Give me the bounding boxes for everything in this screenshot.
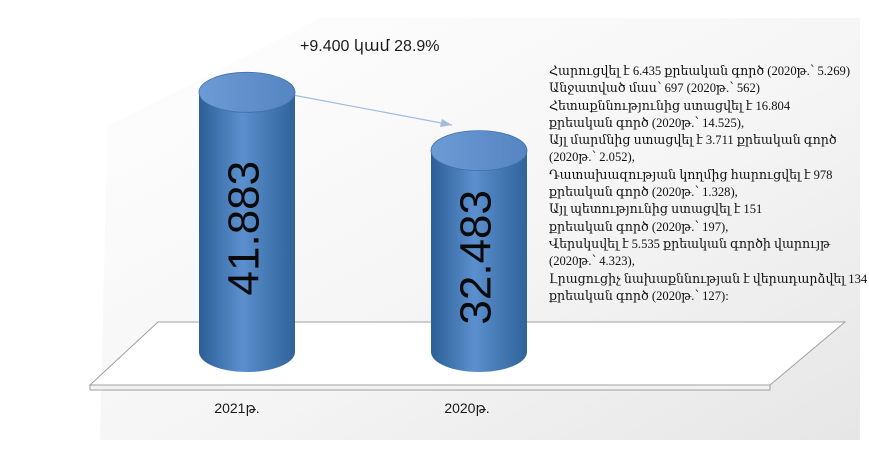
bar-group: 41.883 32.483 (198, 71, 528, 372)
category-label: 2020թ. (444, 400, 489, 416)
note-line: (2020թ.՝ 2.052), (549, 150, 635, 165)
change-annotation: +9.400 կամ 28.9% (300, 38, 440, 55)
note-line: Այլ պետությունից ստացվել է 151 (549, 202, 763, 217)
floor-edge (89, 384, 771, 391)
category-axis-labels: 2021թ. 2020թ. (214, 400, 489, 416)
background-corner (100, 18, 320, 130)
bar-2021թ.: 41.883 (198, 71, 296, 372)
change-arrow (281, 92, 453, 126)
note-line: Հետաքննությունից ստացվել է 16.804 (549, 98, 791, 113)
note-line: Անջատված մաս՝ 697 (2020թ.՝ 562) (549, 81, 760, 96)
note-line: քրեական գործ (2020թ.՝ 14.525), (549, 115, 745, 130)
note-line: Լրացուցիչ նախաքննության է վերադարձվել 13… (549, 271, 868, 286)
note-line: (2020թ.՝ 4.323), (549, 254, 635, 269)
note-line: քրեական գործ (2020թ.՝ 127): (549, 288, 729, 303)
category-label: 2021թ. (214, 400, 259, 416)
note-line: Այլ մարմնից ստացվել է 3.711 քրեական գործ (549, 133, 837, 148)
bar-2020թ.: 32.483 (430, 130, 528, 372)
note-line: քրեական գործ (2020թ.՝ 1.328), (549, 185, 738, 200)
bar-value-label: 32.483 (452, 190, 501, 325)
change-arrowhead (440, 119, 452, 127)
note-line: Դատախազության կողմից հարուցվել է 978 (549, 167, 833, 182)
bar-body (431, 150, 527, 372)
note-line: քրեական գործ (2020թ.՝ 197), (549, 219, 729, 234)
bar-value-label: 41.883 (220, 161, 269, 296)
notes-list: Հարուցվել է 6.435 քրեական գործ (2020թ.՝ … (549, 63, 868, 305)
note-line: Վերսկսվել է 5.535 քրեական գործի վարույթ (549, 236, 831, 251)
bar-top (430, 130, 528, 172)
bar-top (198, 71, 296, 113)
bar-body (199, 92, 295, 372)
note-line: Հարուցվել է 6.435 քրեական գործ (2020թ.՝ … (549, 64, 851, 78)
